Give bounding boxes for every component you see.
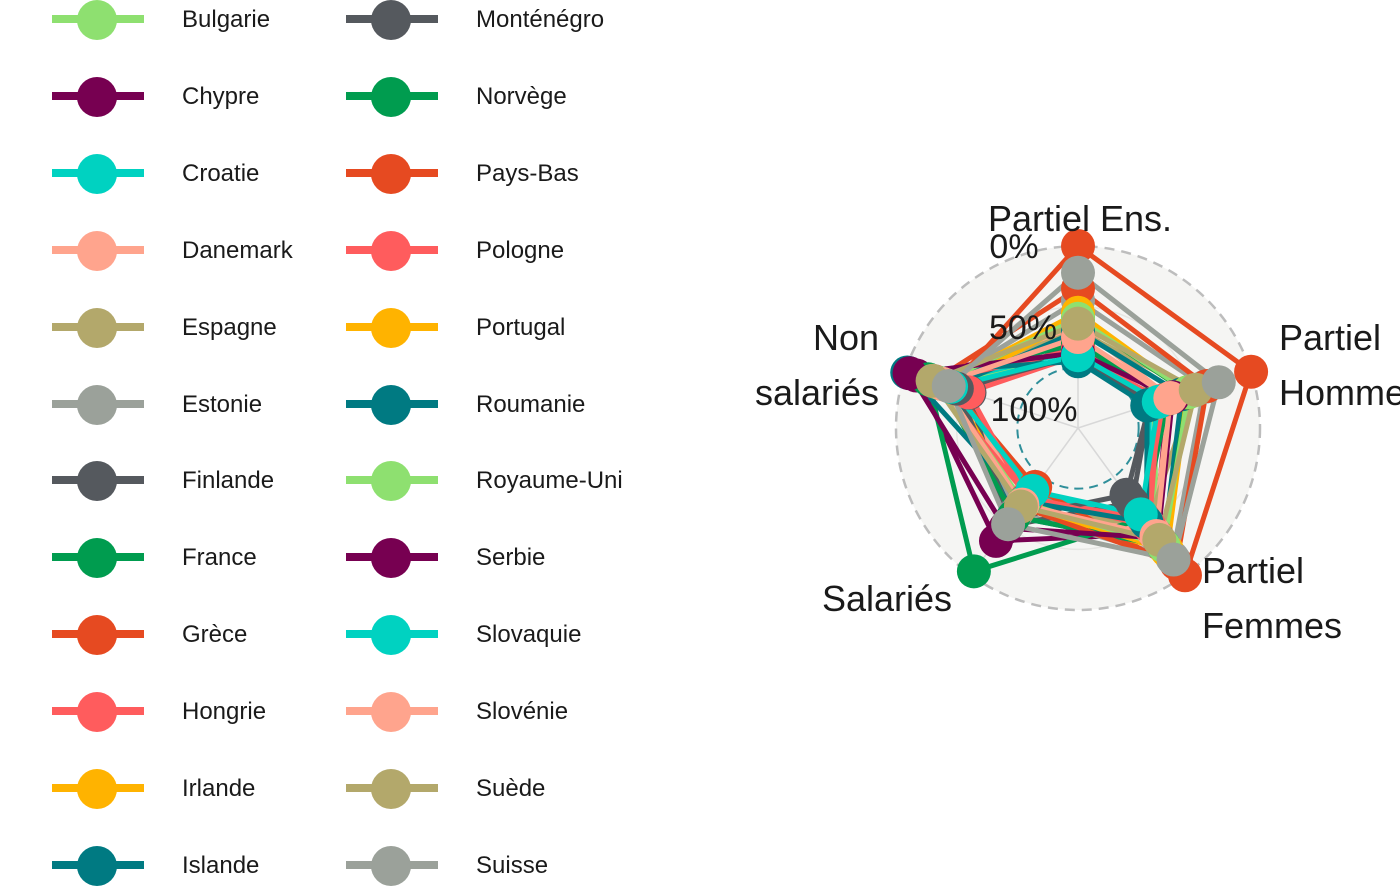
legend-label: Slovaquie xyxy=(476,621,582,649)
axis-label: Partiel xyxy=(1202,550,1304,591)
legend-label: Croatie xyxy=(182,159,260,187)
legend-label: Roumanie xyxy=(476,390,586,418)
legend-marker xyxy=(371,692,411,733)
legend-item-pologne: Pologne xyxy=(294,230,584,271)
legend-marker xyxy=(371,153,411,194)
legend-item-grece: Grèce xyxy=(0,615,290,656)
grid-tick-label: 100% xyxy=(991,391,1078,429)
data-point-grece xyxy=(1234,354,1269,389)
legend-item-serbie: Serbie xyxy=(294,538,584,579)
legend-item-royaume-uni: Royaume-Uni xyxy=(294,461,623,502)
legend-item-norvege: Norvège xyxy=(294,76,584,117)
legend-marker xyxy=(77,76,117,117)
data-point-suisse xyxy=(931,369,966,404)
legend-marker xyxy=(77,0,117,40)
legend-marker xyxy=(371,769,411,809)
legend-marker xyxy=(371,538,411,579)
legend-item-chypre: Chypre xyxy=(0,76,290,117)
legend-label: Monténégro xyxy=(476,6,605,33)
legend-item-danemark: Danemark xyxy=(0,230,293,271)
legend-label: Pologne xyxy=(476,236,565,264)
legend-marker xyxy=(77,615,117,656)
axis-label: Partiel Ens. xyxy=(988,198,1172,239)
legend-marker xyxy=(371,76,411,117)
legend-marker xyxy=(77,153,117,194)
data-point-suisse xyxy=(1201,365,1236,400)
grid-tick-label: 50% xyxy=(989,309,1057,347)
legend-label: Bulgarie xyxy=(182,6,271,33)
legend-item-croatie: Croatie xyxy=(0,153,290,194)
axis-label: Non xyxy=(813,317,879,358)
axis-label: Salariés xyxy=(822,578,952,619)
legend-label: Grèce xyxy=(182,621,248,649)
legend-marker xyxy=(77,384,117,425)
series-line-suisse xyxy=(946,270,1222,563)
legend-item-slovenie: Slovénie xyxy=(294,692,584,733)
legend-marker xyxy=(371,384,411,425)
axis-label: Femmes xyxy=(1202,605,1342,646)
legend-item-france: France xyxy=(0,538,290,579)
legend-marker xyxy=(371,230,411,271)
legend-item-montenegro: Monténégro xyxy=(294,0,604,40)
legend-label: Espagne xyxy=(182,313,277,341)
legend-item-suede: Suède xyxy=(294,769,584,809)
legend-item-finlande: Finlande xyxy=(0,461,290,502)
legend-label: Irlande xyxy=(182,775,256,802)
legend-label: Slovénie xyxy=(476,698,569,726)
legend-label: France xyxy=(182,544,257,572)
legend-item-irlande: Irlande xyxy=(0,769,290,809)
legend-marker xyxy=(77,692,117,733)
legend-marker xyxy=(77,538,117,579)
legend-label: Finlande xyxy=(182,467,275,495)
legend-label: Norvège xyxy=(476,82,567,110)
axis-label: Hommes xyxy=(1279,372,1400,413)
legend-marker xyxy=(371,461,411,502)
data-point-grece xyxy=(1061,229,1095,263)
grid-tick-label: 0% xyxy=(989,228,1038,266)
legend-item-estonie: Estonie xyxy=(0,384,290,425)
legend-item-slovaquie: Slovaquie xyxy=(294,615,584,656)
legend-label: Chypre xyxy=(182,82,260,110)
legend-marker xyxy=(371,307,411,348)
data-point-france xyxy=(956,554,991,589)
legend-item-hongrie: Hongrie xyxy=(0,692,290,733)
legend-label: Hongrie xyxy=(182,698,267,726)
data-point-suisse xyxy=(1061,255,1095,290)
legend-item-roumanie: Roumanie xyxy=(294,384,586,425)
data-point-suede xyxy=(1061,306,1095,341)
legend-item-portugal: Portugal xyxy=(294,307,584,348)
radar-chart: 0% 50% 100% Partiel Ens. Partiel Hommes Partie… xyxy=(755,198,1400,646)
legend-label: Estonie xyxy=(182,390,263,418)
legend-label: Pays-Bas xyxy=(476,159,579,187)
legend-label: Danemark xyxy=(182,236,293,264)
legend-marker xyxy=(77,461,117,502)
legend-marker xyxy=(371,615,411,656)
legend-label: Portugal xyxy=(476,313,566,341)
legend-marker xyxy=(77,769,117,809)
axis-label: salariés xyxy=(755,372,879,413)
legend-label: Suède xyxy=(476,775,546,802)
data-point-suisse xyxy=(1156,542,1191,577)
data-point-suisse xyxy=(991,507,1026,542)
legend-label: Royaume-Uni xyxy=(476,467,623,495)
legend-label: Serbie xyxy=(476,544,546,572)
legend-marker xyxy=(371,0,411,40)
legend-marker xyxy=(77,307,117,348)
axis-label: Partiel xyxy=(1279,317,1381,358)
legend-item-espagne: Espagne xyxy=(0,307,290,348)
legend-marker xyxy=(77,230,117,271)
legend-item-bulgarie: Bulgarie xyxy=(0,0,290,40)
legend-item-pays-bas: Pays-Bas xyxy=(294,153,584,194)
